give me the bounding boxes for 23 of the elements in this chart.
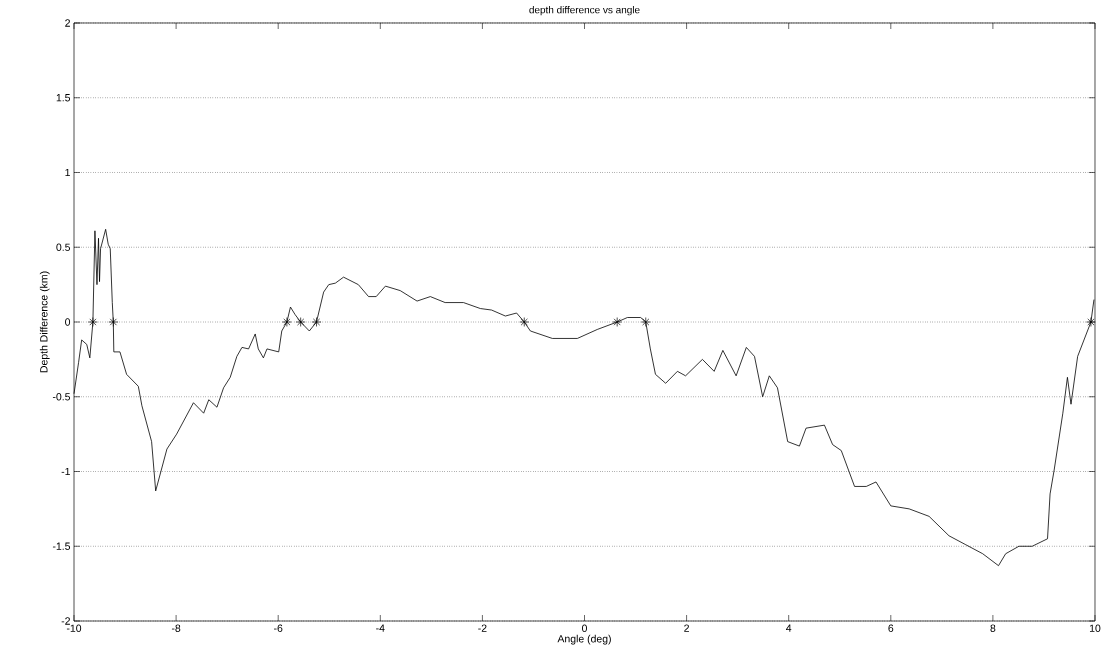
y-tick-label: -1.5	[52, 542, 71, 550]
chart-title: depth difference vs angle	[529, 6, 640, 16]
x-tick-label: 4	[786, 624, 792, 632]
x-tick-label: 0	[582, 624, 587, 632]
y-axis-title: Depth Difference (km)	[39, 271, 50, 373]
x-tick-label: -8	[171, 624, 181, 632]
y-tick-label: -2	[61, 617, 70, 625]
y-tick-label: 1	[65, 168, 70, 177]
x-tick-label: 2	[684, 624, 689, 632]
y-tick-label: 0.5	[56, 243, 71, 251]
x-tick-label: -4	[376, 624, 385, 632]
y-tick-label: 2	[65, 19, 70, 27]
y-tick-label: -1	[61, 467, 70, 476]
x-tick-label: -2	[478, 624, 487, 632]
x-tick-label: 8	[990, 624, 996, 632]
x-tick-label: 10	[1089, 624, 1101, 632]
x-tick-label: 6	[888, 624, 894, 632]
y-tick-label: 1.5	[56, 94, 71, 102]
y-tick-label: -0.5	[52, 393, 71, 401]
y-tick-label: 0	[65, 318, 71, 326]
x-axis-title: Angle (deg)	[557, 634, 611, 645]
x-tick-label: -6	[274, 624, 283, 632]
x-tick-label: -10	[66, 624, 82, 632]
